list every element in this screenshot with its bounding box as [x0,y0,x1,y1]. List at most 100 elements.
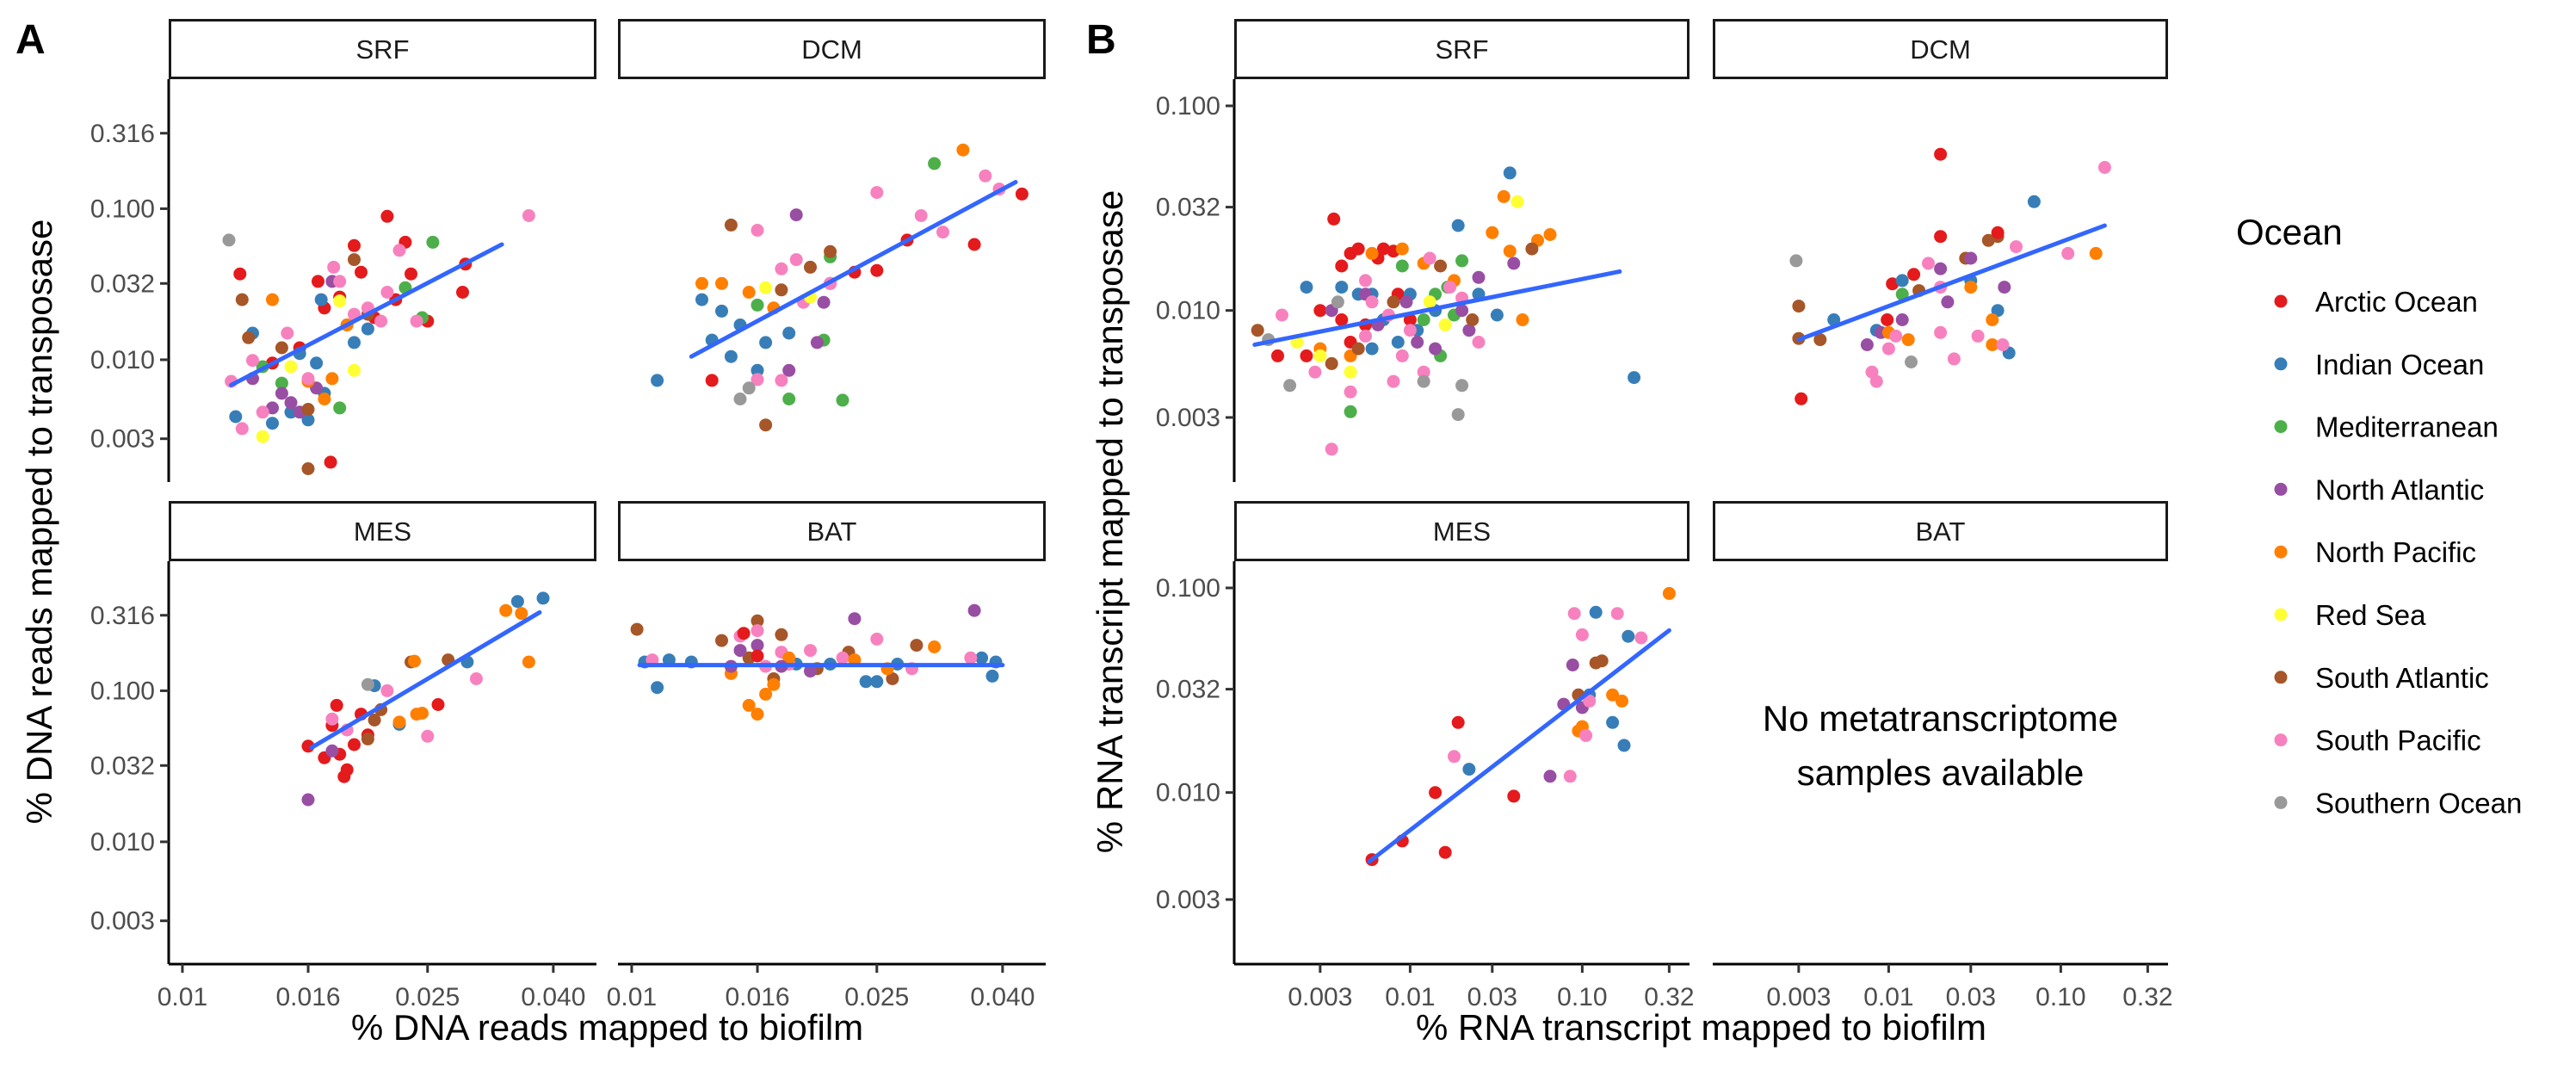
x-tick-label: 0.10 [1557,983,1607,1011]
data-point [1462,763,1476,776]
data-point [1503,244,1517,258]
data-point [1251,324,1264,337]
data-point [2027,195,2041,208]
y-axis-title: % DNA reads mapped to transposase [19,220,59,825]
no-data-note: samples available [1797,752,2085,793]
y-axis-title: % RNA transcript mapped to transposase [1090,190,1130,853]
data-point [1462,324,1476,337]
data-point [361,732,374,745]
data-point [1795,392,1808,405]
facet-strip [618,501,1046,561]
data-point [1525,242,1539,256]
data-point [1510,195,1524,208]
facet-bat: BAT 0.003 0.01 0.03 0.10 0.32 No metatranscrip… [1713,501,2173,1011]
data-point [1417,365,1430,379]
data-point [1434,259,1448,273]
data-point [324,455,337,469]
data-point [1583,694,1597,708]
data-point [870,263,884,277]
x-tick-label: 0.025 [395,983,460,1011]
data-point [1387,295,1400,309]
data-point [222,233,236,247]
data-point [1335,259,1349,273]
data-point [651,681,664,695]
data-point [1881,313,1894,326]
data-point [775,283,788,297]
legend-item-label: South Pacific [2315,725,2481,757]
data-point [1438,845,1452,859]
data-point [1907,268,1921,281]
data-point [1015,187,1029,201]
facet-strip [618,19,1046,79]
data-point [1606,688,1620,702]
data-point [737,627,751,640]
data-point [1575,628,1589,641]
legend-item-label: North Atlantic [2315,473,2484,505]
data-point [392,715,406,729]
data-point [848,612,862,626]
data-point [759,281,773,294]
data-point [751,224,764,237]
data-point [733,393,747,405]
y-tick-label: 0.032 [1156,676,1220,704]
data-point [1901,333,1915,347]
data-point [695,276,708,290]
data-point [759,687,773,701]
y-tick-label: 0.100 [90,677,155,705]
data-point [301,793,315,807]
data-point [967,238,981,251]
data-point [1327,212,1341,226]
facet-bat: BAT 0.01 0.016 0.025 0.040 [607,501,1046,1011]
x-tick-label: 0.03 [1946,983,1996,1011]
data-point [2089,246,2103,260]
fit-line [229,242,504,387]
data-point [824,244,837,258]
data-point [333,275,347,288]
data-point [392,244,406,257]
data-point [715,634,728,647]
data-point [1662,586,1676,600]
y-tick-label: 0.316 [90,120,155,148]
data-point [1934,230,1948,244]
facet-strip [1713,19,2168,79]
data-point [256,405,269,419]
data-point [368,714,381,727]
data-point [910,639,924,653]
facet-dcm: DCM [618,19,1046,432]
data-point [1351,242,1365,256]
data-point [266,293,279,306]
data-point [314,293,328,306]
data-point [1934,262,1948,275]
x-tick-label: 0.03 [1467,983,1517,1011]
data-point [1403,313,1417,326]
data-point [836,393,849,407]
facet-srf: SRF 0.003 0.010 0.032 0.100 [1156,19,1690,482]
data-point [1451,219,1465,232]
data-point [630,622,644,636]
data-point [870,632,884,646]
facet-strip [1234,501,1690,561]
data-point [870,186,884,200]
data-point [1466,313,1480,326]
data-point [804,260,817,274]
data-point [1438,318,1452,331]
data-point [1986,313,1999,326]
data-point [1365,342,1379,356]
data-point [1579,728,1593,742]
data-point [1344,385,1357,399]
data-point [1895,274,1909,288]
facet-strip-label: SRF [356,34,410,65]
data-point [1964,251,1978,265]
data-point [1423,251,1436,265]
data-point [1472,270,1486,284]
data-point [1423,295,1436,309]
data-point [1991,226,2005,239]
panel-letter: B [1086,17,1116,63]
data-point [312,275,324,288]
data-point [1615,694,1628,708]
x-tick-label: 0.025 [844,983,909,1011]
data-point [782,393,796,405]
data-point [310,356,324,370]
data-point [1516,313,1529,326]
